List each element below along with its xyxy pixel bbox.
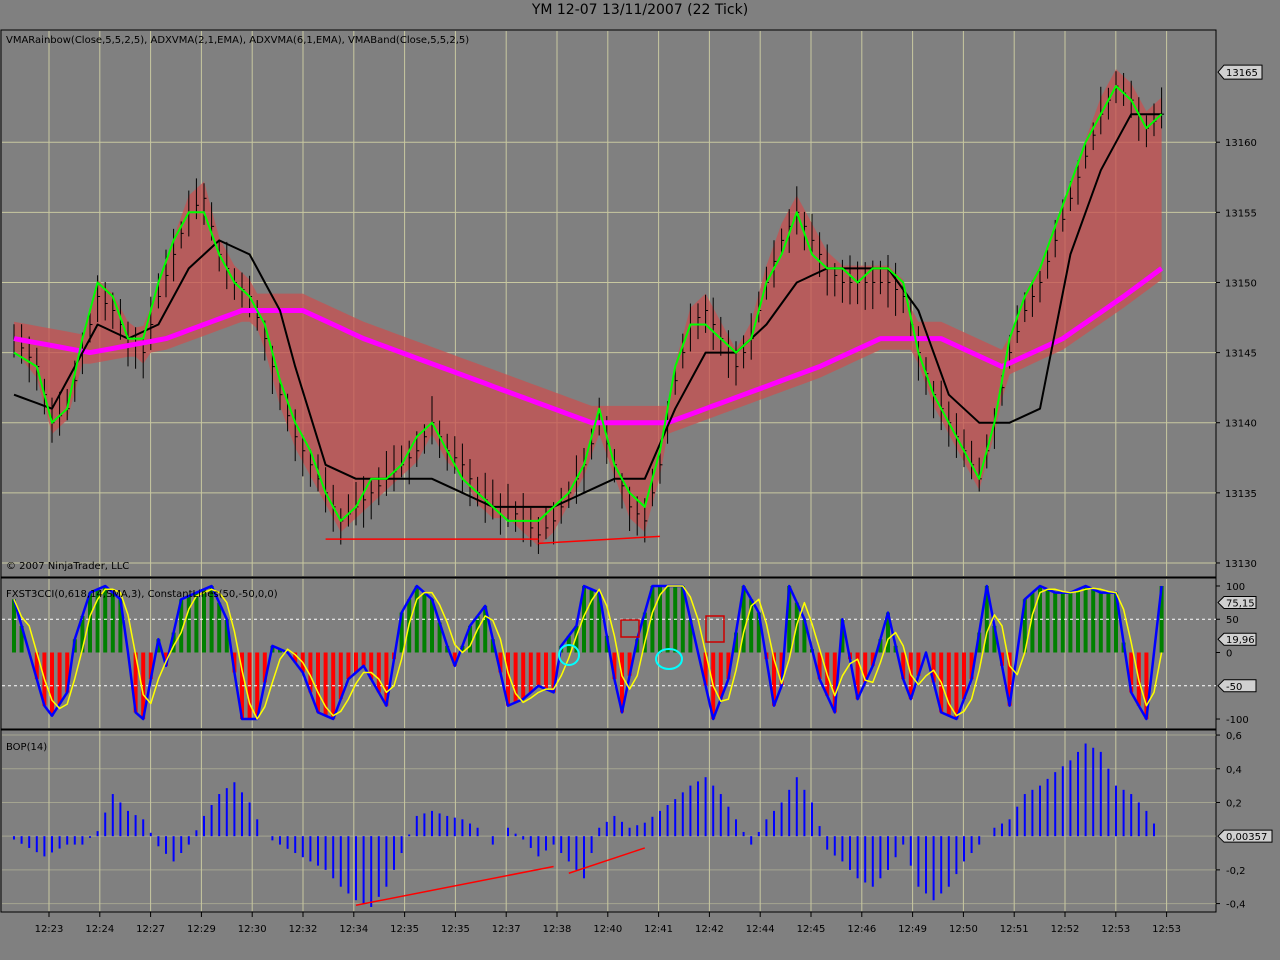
cci-tick-label: -50 bbox=[1226, 682, 1242, 693]
support-line bbox=[538, 535, 661, 545]
time-tick-label: 12:38 bbox=[543, 924, 572, 935]
signal-box bbox=[705, 615, 725, 643]
price-tick-label: 13130 bbox=[1225, 559, 1257, 570]
adxvma-slow-line bbox=[13, 113, 1162, 508]
trend-line bbox=[355, 865, 554, 906]
cci-value-box bbox=[1217, 679, 1257, 693]
time-tick-label: 12:40 bbox=[593, 924, 622, 935]
cci-panel-label: FXST3CCI(0,618,14,SMA,3), ConstantLines(… bbox=[6, 589, 278, 600]
time-tick-label: 12:45 bbox=[797, 924, 826, 935]
cci-value-box bbox=[1217, 632, 1257, 646]
time-tick-label: 12:42 bbox=[695, 924, 724, 935]
time-tick-label: 12:49 bbox=[898, 924, 927, 935]
cci-tick-label: 100 bbox=[1226, 582, 1245, 593]
time-tick-label: 12:41 bbox=[644, 924, 673, 935]
divergence-circle bbox=[655, 648, 683, 670]
grid bbox=[2, 31, 1216, 911]
price-panel-label: VMARainbow(Close,5,5,2,5), ADXVMA(2,1,EM… bbox=[6, 35, 469, 46]
cci-tick-label: 0 bbox=[1226, 649, 1232, 660]
cci-tick-label: 19,96 bbox=[1226, 635, 1255, 646]
bop-panel-label: BOP(14) bbox=[6, 742, 47, 753]
time-tick-label: 12:29 bbox=[187, 924, 216, 935]
vma-band bbox=[14, 69, 1162, 547]
time-tick-label: 12:52 bbox=[1051, 924, 1080, 935]
time-tick-label: 12:53 bbox=[1101, 924, 1130, 935]
bop-tick-label: 0,6 bbox=[1226, 731, 1242, 742]
bop-tick-label: -0,2 bbox=[1226, 866, 1246, 877]
time-tick-label: 12:35 bbox=[390, 924, 419, 935]
price-tick-label: 13135 bbox=[1225, 489, 1257, 500]
bop-tick-label: 0,2 bbox=[1226, 798, 1242, 809]
bop-histogram bbox=[13, 743, 1155, 907]
bop-tick-label: 0,4 bbox=[1226, 765, 1242, 776]
last-price-box bbox=[1217, 64, 1263, 80]
cci-tick-label: 75,15 bbox=[1226, 599, 1255, 610]
time-tick-label: 12:44 bbox=[746, 924, 775, 935]
time-tick-label: 12:46 bbox=[847, 924, 876, 935]
copyright-text: © 2007 NinjaTrader, LLC bbox=[6, 561, 129, 572]
time-tick-label: 12:35 bbox=[441, 924, 470, 935]
chart-title: YM 12-07 13/11/2007 (22 Tick) bbox=[531, 2, 749, 18]
cci-tick-label: 50 bbox=[1226, 615, 1239, 626]
time-tick-label: 12:32 bbox=[289, 924, 318, 935]
price-tick-label: 13160 bbox=[1225, 138, 1257, 149]
vma-rainbow-line bbox=[13, 266, 1164, 426]
price-tick-label: 13145 bbox=[1225, 349, 1257, 360]
adxvma-fast-line bbox=[13, 85, 1163, 522]
time-tick-label: 12:37 bbox=[492, 924, 521, 935]
time-tick-label: 12:34 bbox=[339, 924, 368, 935]
price-tick-label: 13155 bbox=[1225, 208, 1257, 219]
trend-line bbox=[568, 847, 646, 874]
cci-line bbox=[12, 584, 1163, 721]
time-tick-label: 12:53 bbox=[1152, 924, 1181, 935]
price-tick-label: 13150 bbox=[1225, 278, 1257, 289]
last-price-label: 13165 bbox=[1226, 68, 1258, 79]
cci-value-box bbox=[1217, 596, 1257, 610]
time-tick-label: 12:50 bbox=[949, 924, 978, 935]
bop-value-box bbox=[1217, 829, 1273, 843]
time-tick-label: 12:27 bbox=[136, 924, 165, 935]
time-tick-label: 12:24 bbox=[85, 924, 114, 935]
price-tick-label: 13140 bbox=[1225, 419, 1257, 430]
bop-tick-label: -0,4 bbox=[1226, 900, 1246, 911]
bop-tick-label: 0,00357 bbox=[1226, 832, 1267, 843]
panel-frame-bop bbox=[0, 729, 1217, 913]
cci-signal-line bbox=[13, 585, 1163, 720]
divergence-circle bbox=[558, 644, 580, 666]
signal-box bbox=[620, 619, 640, 638]
time-tick-label: 12:30 bbox=[238, 924, 267, 935]
time-tick-label: 12:23 bbox=[35, 924, 64, 935]
time-tick-label: 12:51 bbox=[1000, 924, 1029, 935]
cci-tick-label: -100 bbox=[1226, 715, 1249, 726]
